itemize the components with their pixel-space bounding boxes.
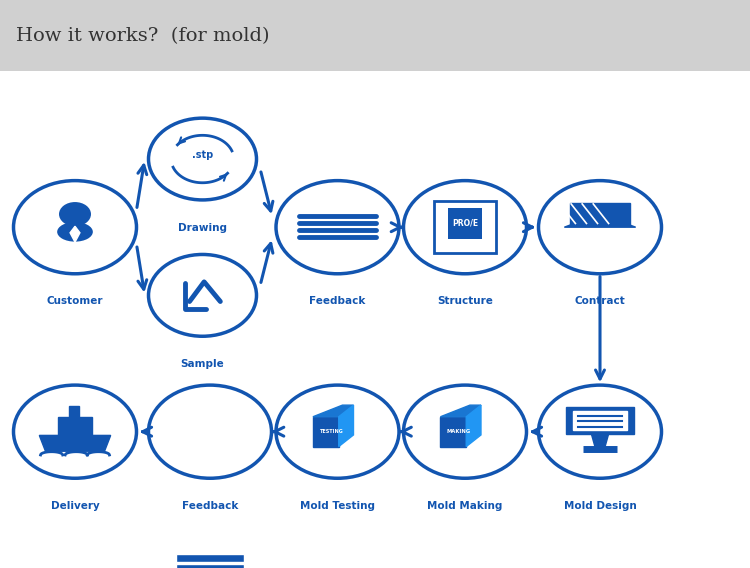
FancyBboxPatch shape [176, 564, 244, 568]
Circle shape [13, 385, 136, 478]
Text: Sample: Sample [181, 359, 224, 369]
Text: Delivery: Delivery [51, 501, 99, 511]
Circle shape [13, 181, 136, 274]
Polygon shape [69, 406, 79, 417]
Polygon shape [440, 405, 481, 417]
Polygon shape [58, 417, 92, 436]
Circle shape [59, 202, 91, 226]
Polygon shape [313, 417, 339, 446]
Polygon shape [339, 405, 353, 446]
Text: Customer: Customer [46, 296, 104, 307]
Text: MAKING: MAKING [447, 429, 471, 434]
Circle shape [404, 385, 526, 478]
Polygon shape [566, 407, 634, 434]
Text: How it works?  (for mold): How it works? (for mold) [16, 27, 270, 45]
Polygon shape [564, 225, 636, 227]
Polygon shape [440, 417, 466, 446]
Text: Mold Design: Mold Design [564, 501, 636, 511]
Circle shape [276, 181, 399, 274]
Text: Mold Testing: Mold Testing [300, 501, 375, 511]
Polygon shape [313, 405, 353, 417]
FancyBboxPatch shape [434, 202, 496, 253]
Circle shape [148, 254, 256, 336]
Text: Contract: Contract [574, 296, 626, 307]
Circle shape [148, 385, 272, 478]
Circle shape [538, 181, 662, 274]
Circle shape [276, 385, 399, 478]
FancyBboxPatch shape [0, 0, 750, 71]
Ellipse shape [57, 222, 93, 241]
Circle shape [404, 181, 526, 274]
Polygon shape [573, 411, 627, 430]
Text: Feedback: Feedback [182, 501, 238, 511]
Text: Feedback: Feedback [309, 296, 366, 307]
Text: TESTING: TESTING [320, 429, 344, 434]
Circle shape [148, 118, 256, 200]
Polygon shape [39, 436, 111, 451]
Polygon shape [70, 226, 80, 242]
Polygon shape [592, 434, 608, 449]
FancyBboxPatch shape [176, 554, 244, 562]
Text: .stp: .stp [192, 150, 213, 160]
Text: Drawing: Drawing [178, 223, 227, 233]
Polygon shape [466, 405, 481, 446]
Text: Structure: Structure [437, 296, 493, 307]
Polygon shape [571, 203, 629, 225]
Text: Mold Making: Mold Making [427, 501, 502, 511]
Text: PRO/E: PRO/E [452, 218, 478, 227]
FancyBboxPatch shape [448, 207, 482, 239]
Circle shape [538, 385, 662, 478]
